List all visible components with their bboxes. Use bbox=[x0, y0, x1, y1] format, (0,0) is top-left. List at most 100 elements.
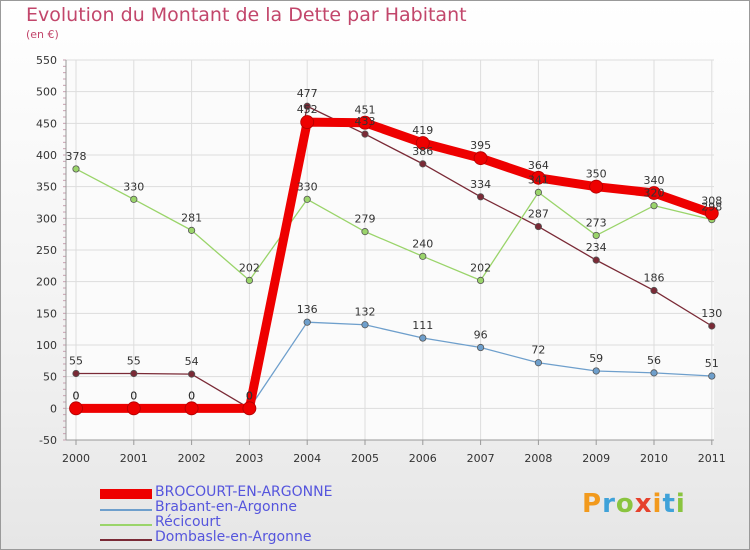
data-point bbox=[69, 401, 83, 416]
x-tick-label: 2005 bbox=[351, 452, 379, 465]
legend-label: Récicourt bbox=[155, 514, 221, 530]
y-tick-label: 500 bbox=[36, 86, 57, 99]
data-point bbox=[130, 195, 138, 203]
data-label: 0 bbox=[130, 389, 137, 402]
data-label: 0 bbox=[188, 389, 195, 402]
data-point bbox=[300, 115, 315, 129]
data-label: 308 bbox=[701, 194, 722, 207]
data-label: 477 bbox=[297, 87, 318, 100]
data-label: 0 bbox=[188, 389, 195, 402]
y-tick-label: 50 bbox=[43, 371, 57, 384]
data-label: 54 bbox=[185, 355, 199, 368]
data-label: 0 bbox=[246, 389, 253, 402]
legend-label: Brabant-en-Argonne bbox=[155, 499, 297, 515]
data-label: 202 bbox=[239, 261, 260, 274]
legend-swatch bbox=[100, 539, 152, 541]
chart-title: Evolution du Montant de la Dette par Hab… bbox=[26, 4, 467, 26]
data-label: 279 bbox=[355, 213, 376, 226]
data-label: 186 bbox=[644, 272, 665, 285]
data-label: 320 bbox=[644, 187, 665, 200]
y-tick-label: 300 bbox=[36, 212, 57, 225]
data-label: 330 bbox=[297, 180, 318, 193]
data-point bbox=[708, 322, 716, 330]
data-label: 330 bbox=[123, 180, 144, 193]
data-label: 419 bbox=[412, 124, 433, 137]
data-point bbox=[361, 130, 369, 138]
data-point bbox=[303, 318, 311, 326]
y-tick-label: 250 bbox=[36, 244, 57, 257]
data-label: 334 bbox=[470, 178, 491, 191]
brand-letter: i bbox=[675, 489, 686, 519]
data-point bbox=[242, 401, 257, 416]
x-tick-label: 2010 bbox=[640, 452, 668, 465]
y-tick-label: 200 bbox=[36, 276, 57, 289]
y-tick-label: 550 bbox=[36, 54, 57, 67]
data-point bbox=[647, 186, 661, 200]
data-label: 298 bbox=[701, 201, 722, 214]
data-point bbox=[650, 202, 658, 210]
data-point bbox=[419, 252, 427, 260]
data-label: 56 bbox=[647, 354, 661, 367]
data-label: 96 bbox=[474, 329, 488, 342]
data-label: 386 bbox=[412, 145, 433, 158]
data-label: 130 bbox=[701, 307, 722, 320]
x-tick-label: 2008 bbox=[524, 452, 552, 465]
legend-swatch bbox=[100, 524, 152, 526]
x-tick-label: 2004 bbox=[293, 452, 321, 465]
data-point bbox=[534, 359, 543, 367]
y-tick-label: 350 bbox=[36, 181, 57, 194]
data-point bbox=[592, 231, 600, 240]
y-tick-label: 450 bbox=[36, 117, 57, 130]
data-label: 0 bbox=[73, 389, 80, 402]
data-label: 0 bbox=[130, 389, 137, 402]
data-label: 281 bbox=[181, 211, 202, 224]
brand-letter: x bbox=[634, 489, 653, 519]
data-label: 132 bbox=[355, 306, 376, 319]
legend-label: Dombasle-en-Argonne bbox=[155, 529, 312, 545]
data-label: 273 bbox=[586, 216, 607, 229]
data-label: 202 bbox=[470, 261, 491, 274]
data-label: 55 bbox=[69, 355, 83, 368]
data-point bbox=[534, 188, 543, 196]
brand-letter: P bbox=[582, 489, 603, 519]
data-label: 287 bbox=[528, 208, 549, 221]
legend-item-recicourt: Récicourt bbox=[100, 514, 500, 531]
data-point bbox=[592, 367, 600, 375]
legend-item-dombasle: Dombasle-en-Argonne bbox=[100, 529, 500, 546]
data-label: 136 bbox=[297, 303, 318, 316]
brand-letter: i bbox=[652, 489, 663, 519]
data-point bbox=[415, 136, 430, 150]
data-point bbox=[184, 401, 199, 416]
data-point bbox=[476, 193, 485, 201]
data-point bbox=[126, 401, 141, 416]
legend-swatch bbox=[100, 509, 152, 511]
legend-swatch bbox=[100, 489, 152, 499]
series-line-2 bbox=[75, 168, 712, 282]
data-point bbox=[361, 228, 369, 236]
data-point bbox=[358, 115, 372, 130]
data-point bbox=[245, 276, 253, 284]
data-point bbox=[130, 369, 138, 378]
x-tick-label: 2011 bbox=[698, 452, 726, 465]
data-label: 240 bbox=[412, 237, 433, 250]
brand-letter: r bbox=[602, 489, 616, 519]
data-point bbox=[72, 369, 80, 378]
x-tick-label: 2002 bbox=[178, 452, 206, 465]
data-point bbox=[534, 222, 543, 231]
data-label: 451 bbox=[355, 104, 376, 117]
legend-label: BROCOURT-EN-ARGONNE bbox=[155, 484, 333, 500]
data-point bbox=[650, 369, 658, 377]
series-line-3 bbox=[76, 105, 713, 409]
data-label: 433 bbox=[355, 115, 376, 128]
data-label: 51 bbox=[705, 357, 719, 370]
data-label: 0 bbox=[246, 389, 253, 402]
legend-item-brabant: Brabant-en-Argonne bbox=[100, 499, 500, 516]
brand-letter: o bbox=[615, 489, 635, 519]
data-label: 341 bbox=[528, 173, 549, 186]
data-point bbox=[473, 151, 488, 166]
data-point bbox=[188, 370, 196, 378]
data-label: 364 bbox=[528, 159, 549, 172]
y-tick-label: 150 bbox=[36, 307, 57, 320]
data-label: 234 bbox=[586, 241, 607, 254]
data-label: 0 bbox=[73, 389, 80, 402]
